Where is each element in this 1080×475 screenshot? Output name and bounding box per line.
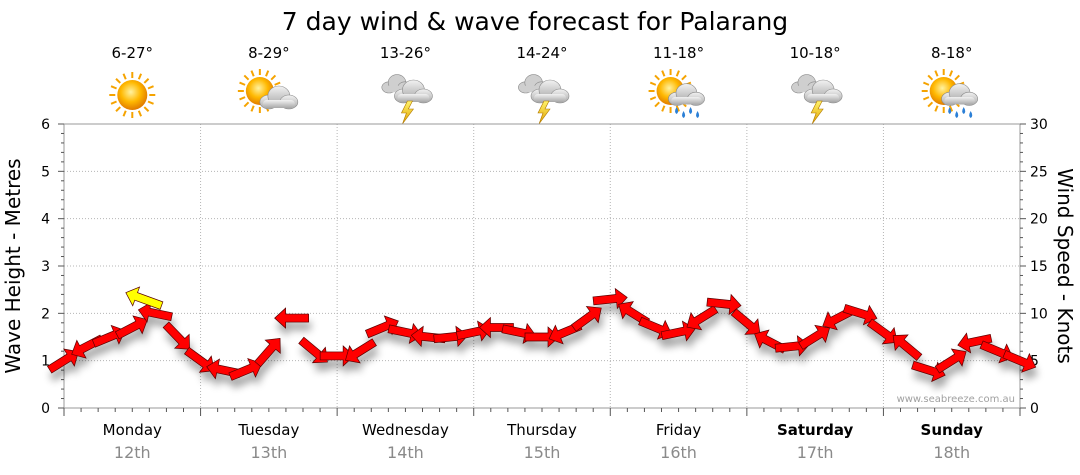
weather-row: 6-27° 8-29° 13-26° 14-24° 11-18° 10-18° 8-18° — [109, 44, 978, 125]
rain-drop — [962, 107, 966, 114]
left-tick-label: 4 — [41, 212, 50, 228]
lightning-bolt — [400, 100, 415, 125]
wind-arrow — [137, 301, 173, 323]
temperature-range: 14-24° — [516, 44, 567, 62]
rain-drop — [696, 111, 700, 118]
wind-arrow — [892, 334, 923, 361]
wind-arrow — [228, 357, 263, 381]
sun-shower-icon — [921, 69, 978, 118]
wind-arrow — [162, 321, 190, 350]
cloud-shape — [941, 83, 978, 106]
date-label: 15th — [524, 443, 561, 462]
wind-arrows-series — [46, 287, 1037, 383]
left-tick-label: 0 — [41, 401, 50, 417]
right-tick-label: 30 — [1030, 117, 1048, 133]
date-label: 17th — [797, 443, 834, 462]
rain-drop — [948, 107, 952, 114]
left-axis: 0 1 2 3 4 5 6 — [41, 117, 64, 417]
wind-arrow — [934, 348, 967, 374]
left-tick-label: 2 — [41, 306, 50, 322]
swell-marker-layer — [125, 286, 164, 310]
rain-drop — [969, 111, 973, 118]
gridlines — [64, 124, 1020, 408]
rain-drop — [682, 111, 686, 118]
date-label: 13th — [250, 443, 287, 462]
right-tick-label: 0 — [1030, 401, 1039, 417]
rain-drop — [955, 111, 959, 118]
wind-arrow — [254, 338, 281, 368]
rain-drop — [675, 107, 679, 114]
wind-arrow — [524, 326, 560, 348]
right-tick-label: 10 — [1030, 306, 1048, 322]
temperature-range: 8-29° — [248, 44, 290, 62]
wind-arrow — [114, 315, 148, 340]
wind-arrow — [298, 336, 328, 364]
temperature-range: 13-26° — [380, 44, 431, 62]
day-label: Saturday — [777, 421, 854, 439]
wind-arrow — [274, 307, 309, 329]
sun-disc — [117, 80, 148, 110]
wind-arrow — [686, 305, 719, 331]
wind-arrow — [46, 348, 79, 374]
cloud-shape — [803, 79, 843, 104]
temperature-range: 10-18° — [790, 44, 841, 62]
right-axis-title: Wind Speed - Knots — [1053, 168, 1077, 364]
day-label: Thursday — [506, 421, 577, 439]
wind-arrow — [345, 338, 377, 364]
day-label: Sunday — [921, 421, 984, 439]
wind-arrow — [501, 322, 537, 344]
thunderstorm-icon — [791, 74, 843, 125]
left-axis-title: Wave Height - Metres — [1, 158, 25, 373]
sun-shower-icon — [648, 69, 705, 118]
temperature-range: 6-27° — [112, 44, 154, 62]
sun-rays — [109, 72, 156, 118]
wind-arrow — [592, 287, 628, 310]
wind-arrow — [798, 324, 831, 350]
left-tick-label: 5 — [41, 164, 50, 180]
lightning-bolt — [810, 100, 824, 125]
x-axis: Monday 12th Tuesday 13th Wednesday 14th Thursd… — [63, 408, 1021, 462]
left-tick-label: 1 — [41, 354, 50, 370]
date-label: 18th — [933, 443, 970, 462]
cloud-shape — [530, 79, 570, 104]
day-label: Wednesday — [362, 421, 449, 439]
temperature-range: 8-18° — [931, 44, 973, 62]
right-tick-label: 20 — [1030, 212, 1048, 228]
chart-title: 7 day wind & wave forecast for Palarang — [282, 7, 788, 36]
date-label: 12th — [114, 443, 151, 462]
right-axis: 0 5 10 15 20 25 30 — [1020, 117, 1048, 417]
left-tick-label: 6 — [41, 117, 50, 133]
partly-cloudy-icon — [237, 69, 299, 113]
day-label: Friday — [656, 421, 702, 439]
wind-arrow — [957, 332, 993, 354]
credit-text: www.seabreeze.com.au — [897, 394, 1015, 405]
date-label: 14th — [387, 443, 424, 462]
lightning-bolt — [537, 100, 551, 125]
wind-arrow — [478, 316, 514, 339]
wind-arrow — [730, 308, 761, 335]
right-tick-label: 15 — [1030, 259, 1048, 275]
wind-arrow — [866, 318, 898, 345]
wind-arrow — [660, 320, 696, 342]
cloud-shape — [394, 79, 433, 104]
cloud-shape — [259, 85, 299, 110]
wind-arrow — [570, 306, 602, 332]
thunderstorm-icon — [518, 74, 570, 125]
wind-arrow — [183, 346, 215, 373]
right-tick-label: 5 — [1030, 354, 1039, 370]
cloud-shape — [668, 83, 705, 106]
swell-arrow — [125, 286, 164, 310]
temperature-range: 11-18° — [653, 44, 704, 62]
right-tick-label: 25 — [1030, 164, 1048, 180]
sunny-icon — [109, 72, 156, 118]
date-label: 16th — [660, 443, 697, 462]
left-tick-label: 3 — [41, 259, 50, 275]
day-label: Monday — [103, 421, 162, 439]
thunderstorm-icon — [381, 74, 433, 125]
day-label: Tuesday — [237, 421, 299, 439]
rain-drop — [689, 107, 693, 114]
wind-arrow — [1002, 349, 1037, 373]
